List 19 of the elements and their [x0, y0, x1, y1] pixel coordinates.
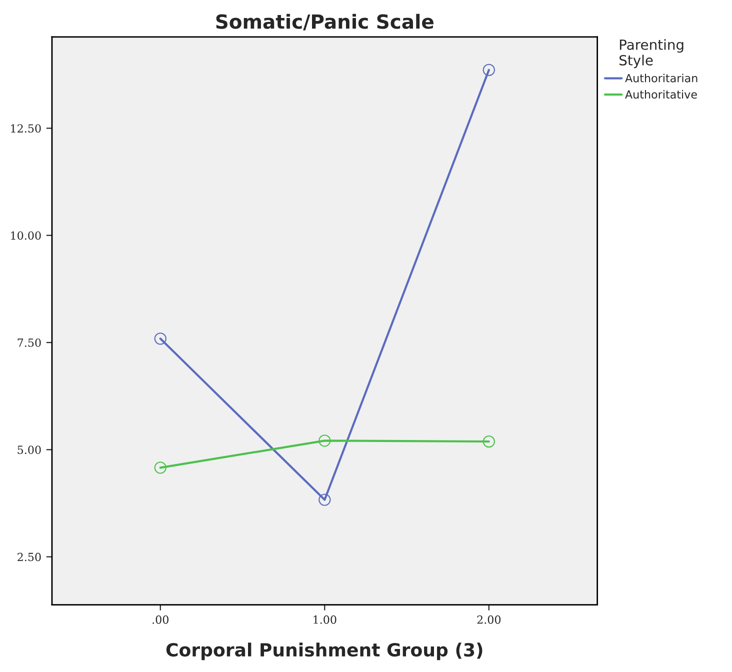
x-tick-label: 2.00 — [477, 615, 501, 624]
point — [482, 435, 495, 448]
x-axis-title: Corporal Punishment Group (3) — [166, 642, 482, 660]
y-tick-label: 7.50 — [18, 338, 41, 347]
point — [154, 332, 166, 345]
x-tick-label: 1.00 — [314, 615, 336, 624]
point — [318, 494, 331, 506]
y-tick-label: 12.50 — [11, 124, 41, 133]
legend-label: Authoritarian — [625, 74, 698, 82]
x-tick-label: .00 — [152, 615, 168, 624]
legend-title: Parenting Style — [620, 39, 684, 68]
legend-label: Authoritative — [625, 90, 697, 99]
y-tick-label: 2.50 — [18, 552, 41, 562]
point — [318, 434, 331, 447]
point — [482, 64, 495, 76]
point — [154, 462, 166, 474]
chart-title: Somatic/Panic Scale — [216, 14, 434, 30]
y-tick-label: 10.00 — [11, 231, 41, 240]
y-tick-label: 5.00 — [18, 446, 41, 454]
